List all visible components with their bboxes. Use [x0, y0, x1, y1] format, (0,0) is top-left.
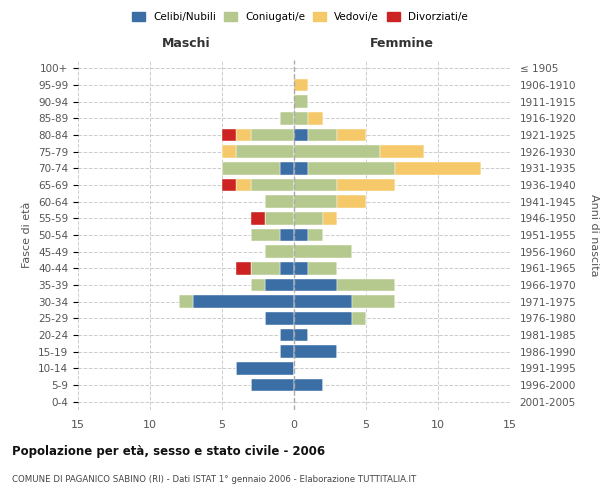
Text: COMUNE DI PAGANICO SABINO (RI) - Dati ISTAT 1° gennaio 2006 - Elaborazione TUTTI: COMUNE DI PAGANICO SABINO (RI) - Dati IS… [12, 475, 416, 484]
Bar [236, 129, 251, 141]
Bar [294, 379, 323, 391]
Bar [280, 112, 294, 124]
Bar [294, 346, 337, 358]
Bar [337, 196, 366, 208]
Bar [280, 329, 294, 341]
Bar [294, 279, 337, 291]
Bar [337, 279, 395, 291]
Bar [294, 329, 308, 341]
Bar [236, 179, 251, 192]
Bar [308, 129, 337, 141]
Bar [251, 212, 265, 224]
Bar [179, 296, 193, 308]
Bar [265, 196, 294, 208]
Bar [352, 312, 366, 324]
Bar [236, 262, 251, 274]
Text: Popolazione per età, sesso e stato civile - 2006: Popolazione per età, sesso e stato civil… [12, 445, 325, 458]
Bar [265, 279, 294, 291]
Bar [352, 296, 395, 308]
Bar [294, 162, 308, 174]
Bar [323, 212, 337, 224]
Bar [222, 179, 236, 192]
Bar [337, 129, 366, 141]
Bar [294, 96, 308, 108]
Y-axis label: Fasce di età: Fasce di età [22, 202, 32, 268]
Bar [308, 262, 337, 274]
Bar [280, 262, 294, 274]
Bar [294, 246, 352, 258]
Bar [294, 296, 352, 308]
Bar [395, 162, 481, 174]
Bar [222, 162, 280, 174]
Bar [251, 229, 280, 241]
Bar [294, 179, 337, 192]
Bar [280, 229, 294, 241]
Bar [251, 379, 294, 391]
Bar [308, 112, 323, 124]
Bar [265, 312, 294, 324]
Bar [251, 179, 294, 192]
Bar [294, 146, 380, 158]
Bar [265, 212, 294, 224]
Bar [308, 162, 395, 174]
Bar [294, 229, 308, 241]
Bar [236, 362, 294, 374]
Bar [280, 346, 294, 358]
Text: Femmine: Femmine [370, 37, 434, 50]
Bar [294, 196, 337, 208]
Bar [251, 279, 265, 291]
Bar [222, 146, 236, 158]
Bar [380, 146, 424, 158]
Bar [308, 229, 323, 241]
Bar [251, 262, 280, 274]
Bar [236, 146, 294, 158]
Bar [280, 162, 294, 174]
Bar [193, 296, 294, 308]
Bar [294, 112, 308, 124]
Bar [294, 212, 323, 224]
Bar [222, 129, 236, 141]
Bar [294, 129, 308, 141]
Y-axis label: Anni di nascita: Anni di nascita [589, 194, 599, 276]
Bar [251, 129, 294, 141]
Text: Maschi: Maschi [161, 37, 211, 50]
Bar [294, 79, 308, 92]
Bar [337, 179, 395, 192]
Legend: Celibi/Nubili, Coniugati/e, Vedovi/e, Divorziati/e: Celibi/Nubili, Coniugati/e, Vedovi/e, Di… [130, 10, 470, 24]
Bar [265, 246, 294, 258]
Bar [294, 262, 308, 274]
Bar [294, 312, 352, 324]
